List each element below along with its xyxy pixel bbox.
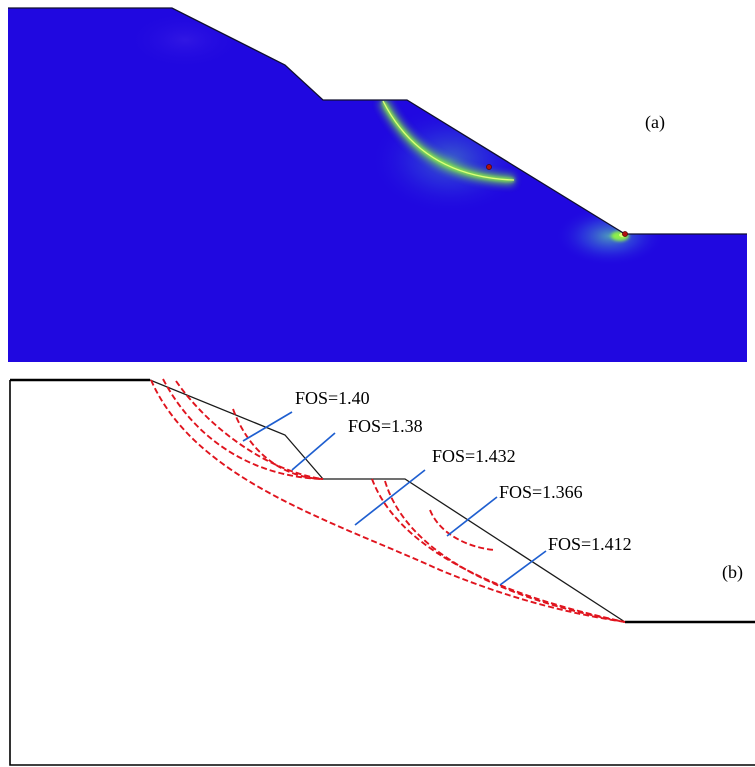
fos-label-1: FOS=1.40 bbox=[295, 388, 370, 408]
panel-a-marker-point-1 bbox=[486, 164, 492, 170]
fos-leader-4 bbox=[446, 496, 498, 537]
fos-leader-2 bbox=[291, 432, 336, 471]
fos-leader-1 bbox=[242, 411, 293, 442]
panel-a-stress-contour: (a) bbox=[0, 0, 755, 365]
panel-b-slip-curves bbox=[150, 378, 626, 623]
fos-leader-5 bbox=[499, 550, 547, 586]
panel-b-fos-leaders bbox=[242, 411, 547, 586]
panel-a-marker-point-2 bbox=[622, 231, 628, 237]
panel-b-frame bbox=[9, 380, 755, 766]
fos-label-2: FOS=1.38 bbox=[348, 416, 423, 436]
slip-curve-6 bbox=[384, 480, 626, 623]
fos-label-4: FOS=1.366 bbox=[499, 482, 583, 502]
slip-curve-5 bbox=[371, 478, 626, 623]
panel-b-fos-labels: FOS=1.40 FOS=1.38 FOS=1.432 FOS=1.366 FO… bbox=[295, 388, 632, 554]
panel-a-slope-body bbox=[8, 8, 747, 362]
panel-a-label: (a) bbox=[645, 112, 665, 133]
fos-leader-3 bbox=[354, 469, 426, 526]
panel-a-shear-band-core bbox=[382, 100, 515, 181]
fos-label-5: FOS=1.412 bbox=[548, 534, 632, 554]
panel-b-slip-surfaces: FOS=1.40 FOS=1.38 FOS=1.432 FOS=1.366 FO… bbox=[9, 378, 755, 766]
fos-label-3: FOS=1.432 bbox=[432, 446, 516, 466]
slip-curve-3 bbox=[175, 380, 324, 480]
slip-curve-4 bbox=[150, 379, 626, 623]
slip-curve-2 bbox=[162, 378, 324, 480]
panel-b-label: (b) bbox=[722, 562, 743, 583]
slip-curve-7 bbox=[429, 509, 496, 551]
